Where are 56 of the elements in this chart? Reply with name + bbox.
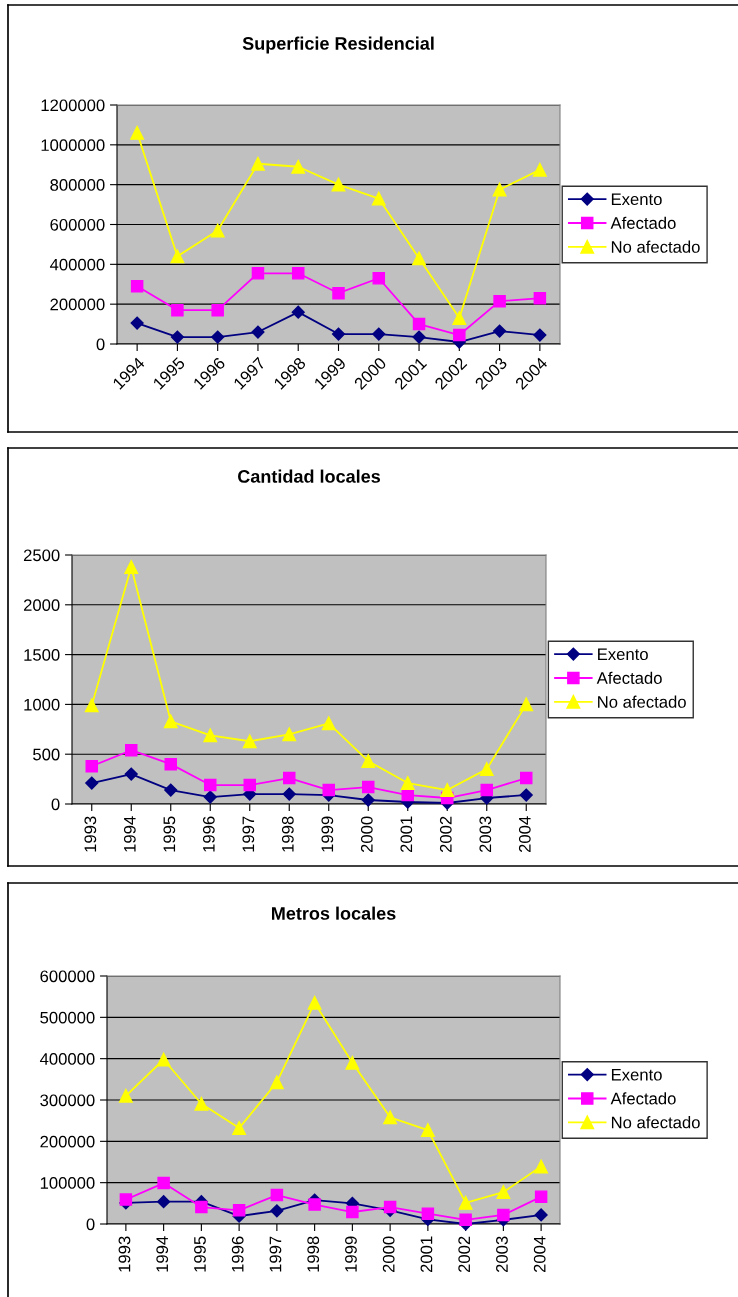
x-tick-label: 1999 [321,816,334,852]
y-tick-label: 400000 [39,1053,95,1065]
x-tick-label: 2000 [360,816,373,853]
y-tick-label: 600000 [50,218,105,231]
x-tick-label: 1997 [269,1236,282,1272]
x-tick-label: 1994 [123,816,136,852]
legend-label: Exento [611,1068,662,1081]
y-tick-label: 1500 [24,649,60,661]
legend-label: Exento [598,648,648,661]
x-tick-label: 1995 [163,816,176,852]
x-tick-label: 2004 [518,816,531,853]
y-tick-label: 300000 [40,1094,95,1107]
x-tick-label: 1994 [156,1236,169,1272]
y-tick-label: 600000 [40,970,95,983]
y-tick-label: 1000000 [41,139,105,152]
x-tick-label: 1996 [231,1236,244,1272]
y-tick-label: 800000 [50,179,105,191]
x-tick-label: 1993 [84,816,97,852]
legend-label: No afectado [611,1116,700,1129]
y-tick-label: 200000 [40,1135,95,1148]
y-tick-label: 2000 [23,599,60,611]
chart-title: Cantidad locales [238,469,381,483]
legend-label: Afectado [610,1092,676,1105]
x-tick-label: 1995 [194,1236,206,1272]
x-tick-label: 2001 [420,1236,433,1273]
legend-label: Afectado [596,671,662,684]
y-tick-label: 200000 [50,298,105,311]
y-tick-label: 500000 [40,1011,95,1024]
y-tick-label: 1000 [24,698,60,711]
legend-label: Afectado [610,216,676,229]
x-tick-label: 1998 [281,816,294,852]
legend-label: No afectado [598,695,686,708]
y-tick-label: 500 [33,748,60,761]
y-tick-label: 0 [86,1218,95,1231]
x-tick-label: 2001 [400,816,413,853]
chart-title: Superficie Residencial [242,36,434,54]
y-tick-label: 100000 [40,1177,95,1189]
y-tick-label: 0 [96,338,105,351]
x-tick-label: 1996 [202,816,215,852]
x-tick-label: 1998 [307,1236,320,1272]
x-tick-label: 2004 [533,1236,546,1273]
x-tick-label: 2002 [439,816,452,853]
x-tick-label: 2003 [479,816,492,853]
x-tick-label: 1993 [118,1236,131,1272]
y-tick-label: 2500 [23,549,60,562]
x-tick-label: 1999 [345,1236,357,1272]
legend-label: Exento [611,193,662,206]
chart-title: Metros locales [271,906,396,920]
x-tick-label: 2003 [496,1236,508,1273]
x-tick-label: 2002 [458,1236,471,1273]
y-tick-label: 400000 [49,258,105,271]
y-tick-label: 1200000 [41,99,105,112]
x-tick-label: 2000 [382,1236,395,1273]
legend-label: No afectado [611,240,700,253]
x-tick-label: 1997 [242,816,255,852]
y-tick-label: 0 [51,798,60,811]
